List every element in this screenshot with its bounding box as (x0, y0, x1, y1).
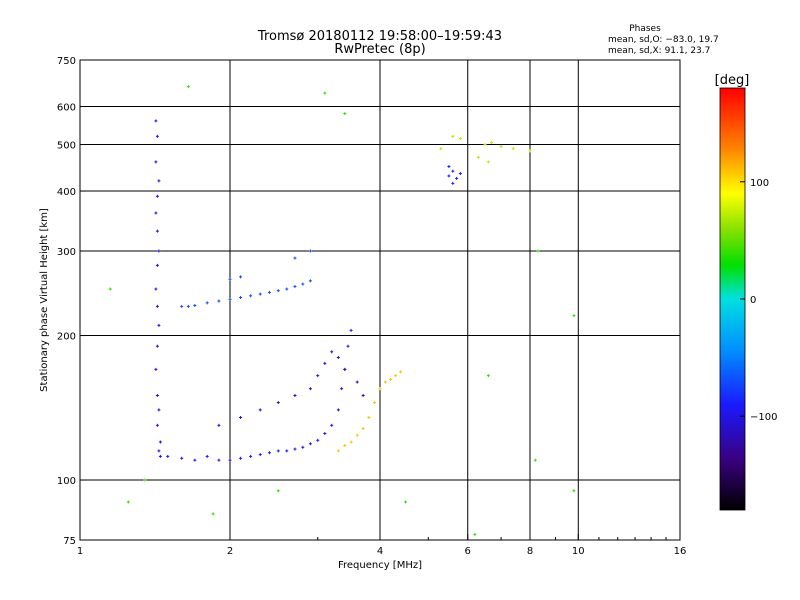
y-tick-label: 600 (57, 103, 76, 114)
legend-line-o: mean, sd,O: −83.0, 19.7 (608, 35, 719, 45)
x-tick-label: 16 (674, 546, 687, 557)
grid-lines (80, 60, 680, 540)
chart-subtitle: RwPretec (8p) (334, 42, 425, 57)
colorbar-tick-label: 100 (750, 178, 769, 189)
data-points (108, 85, 576, 537)
y-tick-label: 500 (57, 141, 76, 152)
y-tick-label: 400 (57, 187, 76, 198)
y-tick-label: 75 (63, 536, 76, 547)
y-tick-label: 200 (57, 332, 76, 343)
x-tick-label: 6 (465, 546, 471, 557)
x-tick-label: 10 (572, 546, 585, 557)
chart-title: Tromsø 20180112 19:58:00–19:59:43 (257, 29, 502, 44)
y-tick-label: 300 (57, 247, 76, 258)
x-axis-ticks: 1 2 4 6 8 10 16 (77, 534, 687, 557)
legend-line-x: mean, sd,X: 91.1, 23.7 (608, 46, 710, 56)
y-tick-label: 100 (57, 476, 76, 487)
y-axis-ticks: 75 100 200 300 400 500 600 750 (57, 56, 86, 547)
x-axis-label: Frequency [MHz] (338, 560, 422, 571)
legend-title: Phases (629, 24, 661, 34)
colorbar-label: [deg] (715, 73, 750, 88)
y-axis-label: Stationary phase Virtual Height [km] (39, 208, 50, 392)
x-tick-label: 8 (527, 546, 533, 557)
colorbar-tick-label: 0 (750, 295, 756, 306)
x-tick-label: 2 (227, 546, 233, 557)
colorbar-ticks: 100 0 −100 (740, 178, 777, 423)
y-tick-label: 750 (57, 56, 76, 67)
colorbar-tick-label: −100 (750, 412, 777, 423)
x-tick-label: 4 (377, 546, 383, 557)
x-tick-label: 1 (77, 546, 83, 557)
